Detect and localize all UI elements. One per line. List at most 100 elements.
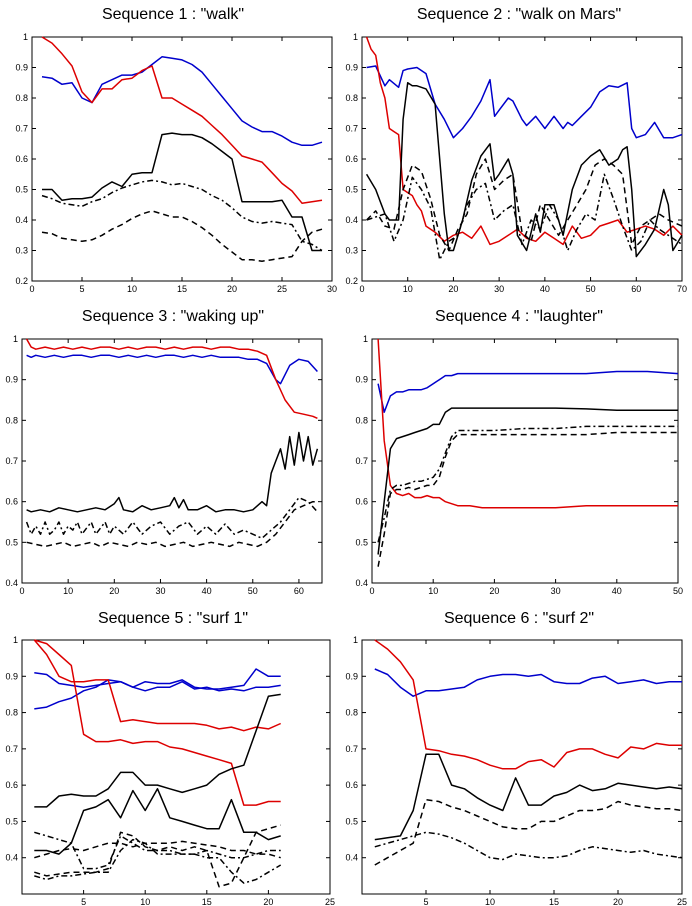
chart-plot: 0 5 10 15 20 25 30 0.2 0.3 0.4 0.5 0.6 0.7 0.8 0.9 1 <box>15 32 337 294</box>
y-tick-label: 0.4 <box>345 853 358 863</box>
y-tick-label: 0.4 <box>15 215 28 225</box>
x-tick-label: 50 <box>586 284 596 294</box>
series-line-dash-dot-black <box>366 173 683 261</box>
chart-plot: 0 10 20 30 40 50 60 70 0.2 0.3 0.4 0.5 0.6 0.7 0.8 0.9 1 <box>345 32 687 294</box>
y-tick-label: 0.6 <box>5 780 18 790</box>
series-line-dash-dot-black <box>25 496 318 540</box>
y-tick-label: 0.5 <box>5 537 18 547</box>
y-tick-label: 0.9 <box>5 375 18 385</box>
chart-title: Sequence 2 : "walk on Mars" <box>416 6 622 23</box>
x-tick-label: 20 <box>613 897 623 906</box>
y-tick-label: 0.4 <box>5 853 18 863</box>
y-tick-label: 0.3 <box>15 246 28 256</box>
series-line-dash-dot-black-2 <box>34 838 282 884</box>
y-tick-label: 0.2 <box>345 276 358 286</box>
x-tick-label: 60 <box>294 586 304 596</box>
series-line-red-1 <box>34 639 281 806</box>
x-tick-label: 60 <box>631 284 641 294</box>
x-tick-label: 5 <box>79 284 84 294</box>
plot-frame <box>361 639 683 895</box>
series-line-solid-black <box>377 407 678 555</box>
y-tick-label: 0.9 <box>15 63 28 73</box>
y-tick-label: 1 <box>13 635 18 645</box>
series-line-dashed-black-2 <box>34 840 281 859</box>
x-tick-label: 0 <box>359 284 364 294</box>
series-line-dash-dot-black <box>374 831 683 861</box>
y-tick-label: 1 <box>353 635 358 645</box>
y-tick-label: 0.8 <box>5 415 18 425</box>
x-tick-label: 5 <box>423 897 428 906</box>
chart-plot: 5 10 15 20 25 0.4 0.5 0.6 0.7 0.8 0.9 1 <box>5 635 335 906</box>
chart-panel-5: Sequence 5 : "surf 1" 5 10 15 20 25 0.4 0.5 0.6… <box>0 604 346 906</box>
y-tick-label: 0.9 <box>5 671 18 681</box>
y-tick-label: 0.8 <box>345 708 358 718</box>
x-tick-label: 40 <box>540 284 550 294</box>
x-tick-label: 25 <box>325 897 335 906</box>
y-tick-label: 0.7 <box>345 744 358 754</box>
series-line-red <box>374 639 682 770</box>
y-tick-label: 0.6 <box>345 154 358 164</box>
y-tick-label: 0.7 <box>345 124 358 134</box>
chart-plot: 5 10 15 20 25 0.4 0.5 0.6 0.7 0.8 0.9 1 <box>345 635 687 906</box>
chart-title: Sequence 4 : "laughter" <box>435 308 603 325</box>
series-line-red <box>41 36 323 204</box>
x-tick-label: 20 <box>109 586 119 596</box>
x-tick-label: 25 <box>277 284 287 294</box>
x-tick-label: 30 <box>494 284 504 294</box>
series-line-dashed-black <box>377 431 678 567</box>
x-tick-label: 10 <box>485 897 495 906</box>
y-tick-label: 0.2 <box>15 276 28 286</box>
y-tick-label: 1 <box>363 334 368 344</box>
series-line-dash-dot-black <box>377 425 678 543</box>
y-tick-label: 0.3 <box>345 246 358 256</box>
series-line-red <box>377 338 678 509</box>
series-line-red <box>365 36 683 246</box>
x-tick-label: 15 <box>549 897 559 906</box>
chart-title: Sequence 6 : "surf 2" <box>443 610 595 627</box>
plot-frame <box>31 36 333 282</box>
series-line-solid-black-2 <box>34 788 281 855</box>
y-tick-label: 0.4 <box>345 215 358 225</box>
y-tick-label: 0.6 <box>355 497 368 507</box>
y-tick-label: 0.9 <box>355 375 368 385</box>
x-tick-label: 15 <box>177 284 187 294</box>
y-tick-label: 0.9 <box>345 63 358 73</box>
series-line-solid-black-1 <box>34 693 281 808</box>
chart-panel-1: Sequence 1 : "walk" 0 5 10 15 20 25 30 0.2 0.3 0.… <box>0 0 346 302</box>
series-line-red <box>25 338 318 419</box>
y-tick-label: 0.8 <box>5 708 18 718</box>
plot-frame <box>21 338 323 584</box>
plot-frame <box>371 338 679 584</box>
x-tick-label: 15 <box>202 897 212 906</box>
chart-plot: 0 10 20 30 40 50 0.4 0.5 0.6 0.7 0.8 0.9 1 <box>355 334 683 596</box>
y-tick-label: 0.8 <box>345 93 358 103</box>
chart-title: Sequence 5 : "surf 1" <box>97 610 249 627</box>
y-tick-label: 0.7 <box>15 124 28 134</box>
y-tick-label: 0.6 <box>345 780 358 790</box>
series-line-dashed-black <box>366 158 683 252</box>
x-tick-label: 30 <box>155 586 165 596</box>
x-tick-label: 20 <box>227 284 237 294</box>
y-tick-label: 0.9 <box>345 671 358 681</box>
chart-title: Sequence 3 : "waking up" <box>81 308 265 325</box>
chart-panel-4: Sequence 4 : "laughter" 0 10 20 30 40 50 0.4 0.… <box>346 302 692 604</box>
x-tick-label: 20 <box>448 284 458 294</box>
series-line-blue <box>26 354 318 385</box>
x-tick-label: 0 <box>19 586 24 596</box>
x-tick-label: 30 <box>327 284 337 294</box>
series-line-blue <box>377 370 679 413</box>
y-tick-label: 0.8 <box>355 415 368 425</box>
x-tick-label: 20 <box>263 897 273 906</box>
y-tick-label: 0.6 <box>5 497 18 507</box>
series-line-solid-black <box>42 132 322 252</box>
y-tick-label: 1 <box>23 32 28 42</box>
y-tick-label: 0.5 <box>345 816 358 826</box>
x-tick-label: 25 <box>677 897 687 906</box>
x-tick-label: 50 <box>248 586 258 596</box>
y-tick-label: 1 <box>353 32 358 42</box>
x-tick-label: 50 <box>673 586 683 596</box>
x-tick-label: 0 <box>369 586 374 596</box>
chart-plot: 0 10 20 30 40 50 60 0.4 0.5 0.6 0.7 0.8 0.9 1 <box>5 334 323 596</box>
y-tick-label: 0.8 <box>15 93 28 103</box>
series-line-dashed-black <box>26 500 318 548</box>
